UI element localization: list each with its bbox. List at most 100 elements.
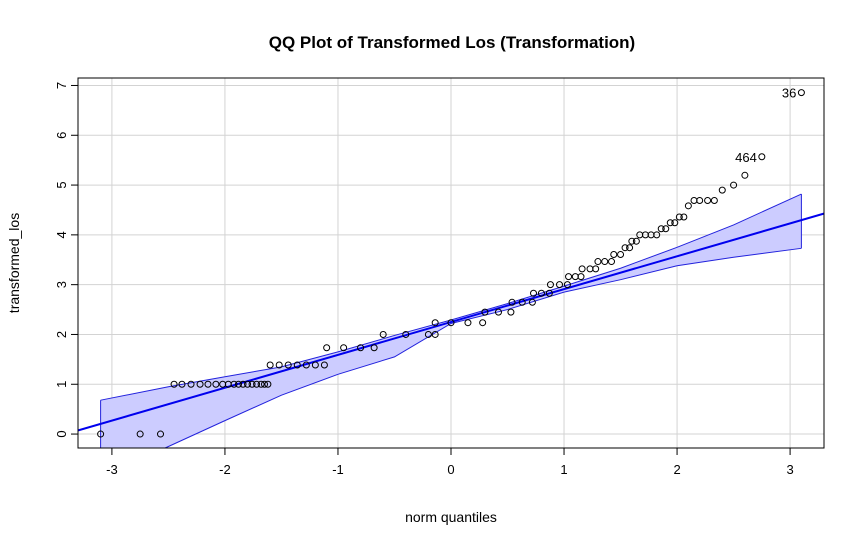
- data-point: [320, 361, 328, 369]
- data-point: [284, 361, 292, 369]
- x-tick-label: 0: [447, 462, 454, 477]
- data-point: [235, 380, 243, 388]
- data-point: [621, 244, 629, 252]
- reference-line-path: [78, 212, 824, 432]
- y-tick-label: 3: [54, 281, 69, 288]
- data-point: [261, 380, 268, 388]
- data-point: [594, 258, 602, 266]
- x-axis-label: norm quantiles: [405, 509, 497, 525]
- data-point: [657, 225, 665, 233]
- point-label: 36: [782, 86, 796, 101]
- y-tick-label: 1: [54, 381, 69, 388]
- data-point: [431, 330, 439, 338]
- data-point: [528, 298, 536, 306]
- data-point: [479, 319, 487, 327]
- data-point: [136, 430, 144, 438]
- data-point: [696, 197, 704, 205]
- data-point: [578, 265, 586, 273]
- reference-line: [78, 212, 824, 432]
- data-point: [507, 308, 515, 316]
- data-point: [608, 258, 616, 266]
- data-point: [666, 219, 674, 227]
- data-point: [592, 265, 600, 273]
- data-point: [508, 298, 516, 306]
- data-point: [212, 380, 220, 388]
- data-point: [518, 298, 526, 306]
- data-point: [601, 258, 609, 266]
- data-point: [563, 281, 571, 289]
- data-point: [690, 197, 698, 205]
- data-point: [741, 171, 749, 179]
- x-tick-label: 2: [673, 462, 680, 477]
- data-point: [610, 250, 618, 258]
- data-point: [537, 289, 545, 297]
- data-point: [275, 361, 283, 369]
- data-point: [797, 89, 805, 97]
- x-tick-label: -3: [106, 462, 118, 477]
- data-point: [311, 361, 319, 369]
- data-point: [239, 380, 247, 388]
- data-point: [293, 361, 301, 369]
- confidence-band-lower: [163, 247, 802, 448]
- data-point: [632, 237, 640, 245]
- data-point: [204, 380, 212, 388]
- data-point: [264, 380, 272, 388]
- data-point: [266, 361, 274, 369]
- data-point: [464, 319, 472, 327]
- point-labels: 36 464: [735, 86, 796, 165]
- data-point: [546, 281, 554, 289]
- x-tick-label: -2: [219, 462, 231, 477]
- data-point: [323, 344, 331, 352]
- x-tick-label: 3: [786, 462, 793, 477]
- data-point: [447, 319, 455, 327]
- data-point: [402, 330, 410, 338]
- y-axis: 0 1 2 3 4 5 6 7: [54, 82, 78, 438]
- data-point: [556, 281, 564, 289]
- data-point: [157, 430, 165, 438]
- data-point: [170, 380, 178, 388]
- y-tick-label: 6: [54, 132, 69, 139]
- data-point: [230, 380, 238, 388]
- data-point: [357, 344, 365, 352]
- data-point: [431, 319, 439, 327]
- data-point: [653, 231, 661, 239]
- y-tick-label: 5: [54, 181, 69, 188]
- data-point: [248, 380, 256, 388]
- data-point: [97, 430, 105, 438]
- x-axis: -3 -2 -1 0 1 2 3: [106, 448, 794, 477]
- data-point: [340, 344, 348, 352]
- data-point: [424, 330, 432, 338]
- data-point: [680, 213, 688, 221]
- data-point: [671, 219, 679, 227]
- data-point: [710, 197, 718, 205]
- data-point: [704, 197, 712, 205]
- data-point: [302, 361, 310, 369]
- data-point: [244, 380, 252, 388]
- data-point: [370, 344, 378, 352]
- data-point: [571, 273, 579, 281]
- data-point: [481, 308, 489, 316]
- data-points: [97, 89, 805, 438]
- data-point: [257, 380, 265, 388]
- y-axis-label: transformed_los: [6, 213, 22, 313]
- data-point: [494, 308, 502, 316]
- data-point: [730, 181, 738, 189]
- data-point: [628, 237, 636, 245]
- data-point: [758, 153, 766, 161]
- data-point: [379, 330, 387, 338]
- data-point: [626, 244, 634, 252]
- data-point: [586, 265, 594, 273]
- data-point: [196, 380, 204, 388]
- data-point: [675, 213, 683, 221]
- x-tick-label: -1: [332, 462, 344, 477]
- data-point: [253, 380, 261, 388]
- data-point: [684, 202, 692, 210]
- data-point: [617, 250, 625, 258]
- data-point: [530, 289, 538, 297]
- data-point: [565, 273, 573, 281]
- data-point: [545, 289, 553, 297]
- data-point: [577, 273, 585, 281]
- chart-title: QQ Plot of Transformed Los (Transformati…: [269, 33, 635, 52]
- point-label: 464: [735, 150, 757, 165]
